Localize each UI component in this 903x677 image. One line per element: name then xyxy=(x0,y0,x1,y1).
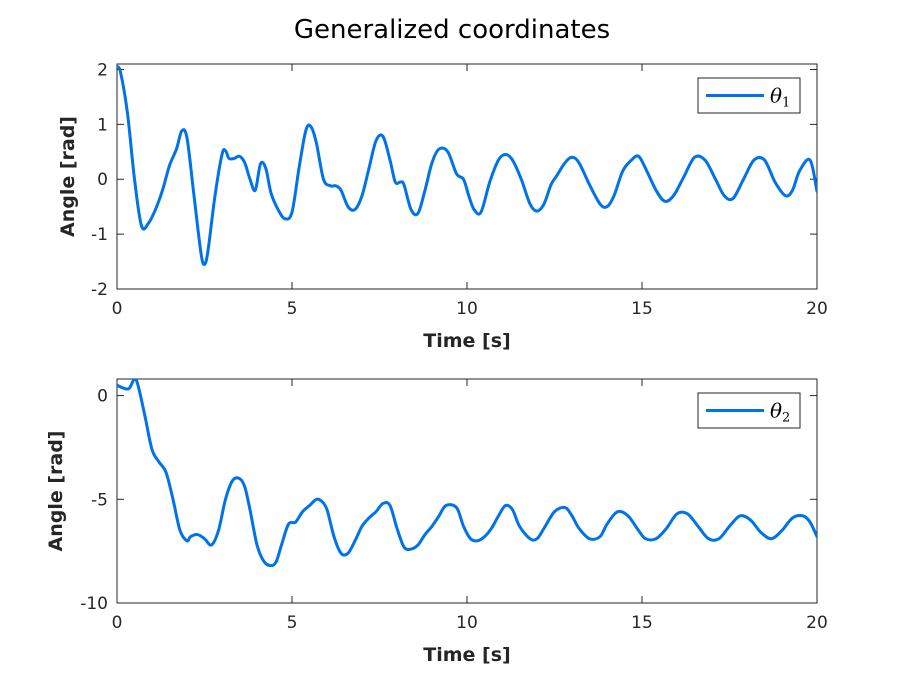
x-tick-label: 0 xyxy=(112,613,123,633)
x-tick-label: 20 xyxy=(806,299,828,319)
x-tick-label: 15 xyxy=(631,613,653,633)
figure-title: Generalized coordinates xyxy=(294,15,610,45)
y-tick-label: 1 xyxy=(97,115,108,135)
y-tick-label: -5 xyxy=(91,490,108,510)
x-axis-label: Time [s] xyxy=(423,330,510,352)
y-tick-label: 2 xyxy=(97,60,108,80)
x-tick-label: 5 xyxy=(287,613,298,633)
y-axis-label: Angle [rad] xyxy=(45,430,67,551)
y-tick-label: -10 xyxy=(80,594,108,614)
legend-label: θ xyxy=(770,399,782,423)
y-tick-label: 0 xyxy=(97,170,108,190)
x-tick-label: 15 xyxy=(631,299,653,319)
series-line-theta2 xyxy=(117,379,817,568)
y-tick-label: -2 xyxy=(91,280,108,300)
x-axis-label: Time [s] xyxy=(423,644,510,666)
legend-label-subscript: 2 xyxy=(782,411,790,426)
chart-theta2: 0 5 10 15 20 0 -5 -10 Time [s] Angle [rad] θ 2 xyxy=(45,378,828,666)
legend-label: θ xyxy=(770,84,782,108)
y-tick-label: 0 xyxy=(97,387,108,407)
x-tick-label: 20 xyxy=(806,613,828,633)
x-tick-label: 5 xyxy=(287,299,298,319)
x-tick-label: 0 xyxy=(112,299,123,319)
y-axis-label: Angle [rad] xyxy=(57,116,79,237)
series-line-theta1 xyxy=(117,65,817,266)
x-tick-label: 10 xyxy=(456,613,478,633)
y-tick-label: -1 xyxy=(91,225,108,245)
legend-label-subscript: 1 xyxy=(782,96,790,111)
x-tick-label: 10 xyxy=(456,299,478,319)
